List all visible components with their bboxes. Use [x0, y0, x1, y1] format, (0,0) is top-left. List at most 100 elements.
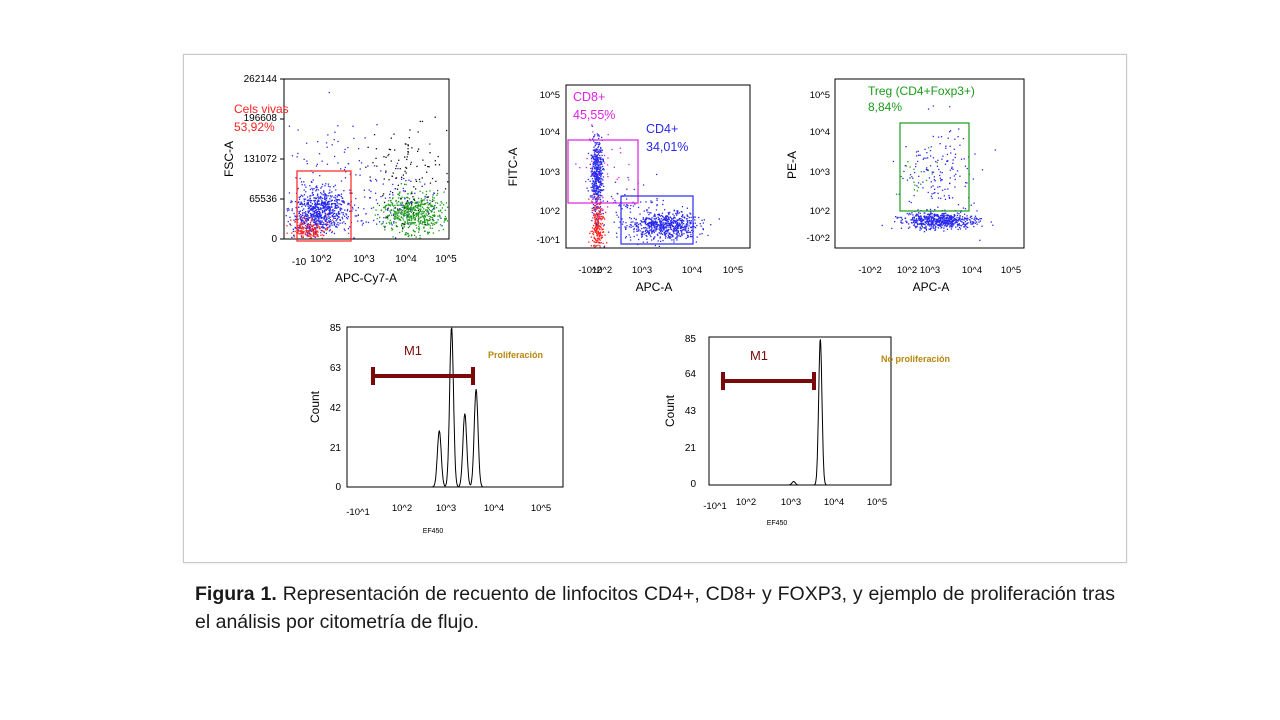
scatter-point	[420, 198, 422, 200]
scatter-point	[313, 213, 315, 215]
scatter-point	[947, 137, 949, 139]
scatter-point	[403, 207, 406, 209]
scatter-point	[596, 214, 599, 216]
y-tick: 196608	[244, 113, 278, 124]
scatter-point	[310, 204, 312, 207]
scatter-point	[320, 192, 322, 194]
scatter-point	[595, 228, 598, 230]
scatter-point	[593, 209, 595, 212]
scatter-point	[594, 176, 596, 178]
scatter-point	[286, 232, 288, 234]
scatter-point	[600, 237, 602, 240]
scatter-point	[911, 212, 913, 214]
scatter-point	[598, 225, 600, 227]
scatter-point	[678, 233, 680, 235]
scatter-point	[395, 177, 398, 179]
scatter-point	[668, 235, 670, 238]
scatter-point	[316, 186, 318, 189]
scatter-point	[599, 192, 602, 194]
scatter-point	[951, 197, 954, 199]
scatter-points-cd4-cd8	[575, 119, 720, 248]
scatter-point	[396, 216, 398, 218]
scatter-point	[401, 212, 404, 214]
scatter-point	[428, 219, 430, 222]
scatter-point	[677, 224, 679, 226]
scatter-point	[951, 167, 953, 169]
scatter-point	[591, 125, 593, 127]
scatter-point	[951, 220, 953, 223]
scatter-point	[597, 218, 600, 221]
scatter-point	[591, 175, 593, 177]
scatter-point	[429, 216, 432, 218]
scatter-point	[308, 230, 310, 232]
scatter-point	[306, 163, 308, 165]
scatter-point	[417, 203, 419, 205]
scatter-point	[585, 180, 587, 183]
scatter-point	[356, 215, 358, 217]
scatter-point	[923, 231, 926, 233]
scatter-point	[306, 213, 308, 216]
scatter-point	[632, 201, 634, 203]
x-tick: -10^2	[578, 265, 601, 276]
scatter-point	[593, 187, 595, 189]
scatter-point	[595, 216, 597, 218]
scatter-point	[911, 219, 913, 221]
scatter-point	[419, 222, 421, 224]
scatter-point	[395, 200, 397, 202]
scatter-point	[690, 220, 692, 222]
scatter-point	[406, 158, 408, 161]
scatter-point	[597, 146, 599, 149]
scatter-point	[312, 207, 315, 209]
scatter-point	[598, 217, 600, 220]
scatter-point	[656, 225, 658, 227]
scatter-point	[346, 210, 348, 212]
scatter-point	[354, 215, 356, 217]
scatter-point	[965, 226, 968, 228]
scatter-point	[676, 223, 678, 225]
scatter-point	[405, 172, 407, 174]
scatter-point	[599, 246, 601, 248]
scatter-point	[678, 222, 681, 224]
scatter-point	[308, 227, 310, 229]
scatter-point	[359, 168, 361, 170]
scatter-point	[602, 176, 605, 178]
scatter-point	[682, 226, 684, 228]
scatter-point	[959, 218, 961, 220]
scatter-point	[314, 207, 316, 210]
scatter-point	[436, 202, 439, 204]
scatter-point	[599, 184, 601, 186]
scatter-point	[405, 183, 407, 186]
scatter-point	[593, 170, 596, 173]
scatter-point	[600, 156, 602, 159]
scatter-point	[316, 210, 318, 213]
scatter-point	[421, 185, 423, 187]
scatter-point	[592, 233, 595, 236]
scatter-point	[924, 223, 926, 226]
scatter-point	[948, 215, 950, 217]
scatter-point	[926, 215, 928, 218]
scatter-point	[597, 213, 599, 215]
scatter-point	[400, 202, 402, 204]
scatter-point	[949, 182, 951, 184]
scatter-point	[308, 232, 310, 234]
scatter-point	[386, 204, 388, 207]
scatter-point	[917, 150, 919, 152]
scatter-point	[337, 162, 339, 164]
scatter-point	[326, 217, 328, 219]
scatter-point	[955, 221, 957, 223]
scatter-point	[990, 221, 992, 223]
scatter-point	[595, 223, 598, 226]
scatter-point	[646, 238, 648, 240]
scatter-point	[408, 203, 411, 206]
scatter-point	[896, 216, 898, 218]
scatter-point	[345, 213, 347, 215]
scatter-point	[594, 167, 596, 169]
scatter-point	[404, 190, 406, 192]
scatter-point	[596, 192, 598, 195]
scatter-point	[933, 225, 935, 227]
scatter-point	[306, 235, 308, 237]
scatter-point	[930, 221, 933, 223]
scatter-point	[306, 142, 308, 144]
scatter-point	[300, 202, 302, 204]
x-tick: 10^5	[867, 497, 887, 508]
